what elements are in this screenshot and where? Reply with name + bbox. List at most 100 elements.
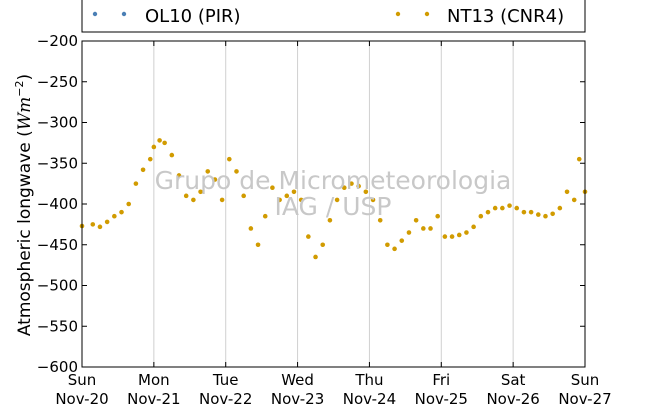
x-tick-label-date: Nov-24 [343,390,396,408]
data-point [90,222,96,227]
data-point [219,197,225,203]
x-tick-label-day: Sun [68,371,97,389]
data-point [370,197,376,203]
y-tick-label: −200 [37,32,78,50]
y-axis-title: Atmospheric longwave (Wm−2) [13,74,35,336]
data-point [298,197,304,203]
data-point [169,152,175,158]
data-point [464,230,469,235]
y-tick-label: −550 [37,317,78,335]
data-point [535,212,541,217]
data-point [270,185,275,190]
data-point [306,234,311,239]
data-point [291,189,297,195]
x-tick-label-day: Sun [571,371,600,389]
data-point [421,226,426,231]
data-point [162,140,167,146]
x-axis: SunNov-20MonNov-21TueNov-22WedNov-23ThuN… [55,41,612,408]
data-point [550,211,555,217]
data-point [557,205,563,211]
x-tick-label-day: Fri [432,371,450,389]
data-point [112,213,117,219]
data-point [478,213,484,219]
data-point [514,205,520,211]
y-axis-title-exp: −2 [13,80,26,96]
data-point [564,189,570,195]
data-point [456,232,462,238]
data-points [79,138,588,260]
data-point [320,242,326,248]
data-point [449,234,455,239]
y-tick-label: −300 [37,114,78,132]
legend-marker-ol10 [92,11,98,17]
data-point [543,213,548,219]
data-point [334,197,340,203]
x-tick-label-date: Nov-25 [415,390,468,408]
data-point [234,169,239,174]
data-point [485,209,491,215]
x-tick-label-day: Thu [354,371,383,389]
data-point [255,242,261,248]
data-point [349,181,354,186]
data-point [327,218,333,223]
data-point [571,197,577,203]
x-tick-label-date: Nov-20 [55,390,108,408]
data-point [277,197,282,203]
watermark-line-1: Grupo de Micrometeorologia [155,166,512,195]
data-point [151,144,157,150]
x-tick-label-date: Nov-26 [486,390,539,408]
data-point [521,209,527,215]
data-point [176,173,182,178]
data-point [356,183,361,189]
data-point [428,226,433,231]
x-tick-label-date: Nov-23 [271,390,324,408]
legend-marker-nt13 [395,11,401,17]
data-point [97,224,103,230]
data-point [104,219,110,225]
x-tick-label-day: Wed [281,371,314,389]
legend-marker-nt13 [424,11,430,17]
x-tick-label-date: Nov-21 [127,390,180,408]
data-point [471,224,476,230]
data-point [492,205,498,211]
data-point [500,205,505,211]
data-point [183,193,189,199]
data-point [435,213,440,219]
y-tick-label: −350 [37,154,78,172]
x-tick-label-day: Sat [501,371,526,389]
data-point [133,181,139,186]
data-point [157,138,162,143]
data-point [191,197,196,203]
y-tick-label: −250 [37,73,78,91]
data-point [284,193,290,199]
x-tick-label-day: Tue [212,371,239,389]
data-point [205,169,211,174]
legend-label-nt13: NT13 (CNR4) [447,6,564,27]
legend-marker-ol10 [121,11,127,17]
data-point [126,201,132,207]
data-point [442,234,448,239]
legend: OL10 (PIR) NT13 (CNR4) [81,0,586,33]
x-tick-label-date: Nov-27 [558,390,611,408]
x-tick-label-day: Mon [138,371,170,389]
data-point [576,156,582,162]
data-point [212,177,218,182]
y-axis-title-main: Atmospheric longwave ( [15,130,35,336]
y-tick-label: −400 [37,195,78,213]
y-axis: −200 −250 −300 −350 −400 −450 −500 −550 −600 [37,32,585,376]
data-point [406,230,412,235]
legend-box [81,0,586,33]
data-point [227,156,232,162]
data-point [147,156,153,162]
data-point [119,209,124,215]
data-point [385,242,390,248]
data-point [241,193,246,199]
y-tick-label: −450 [37,236,78,254]
data-point [248,226,254,231]
data-point [377,218,383,223]
y-tick-label: −600 [37,358,78,376]
data-point [262,213,268,219]
y-axis-title-unit: Wm [15,97,35,131]
data-point [392,246,397,252]
